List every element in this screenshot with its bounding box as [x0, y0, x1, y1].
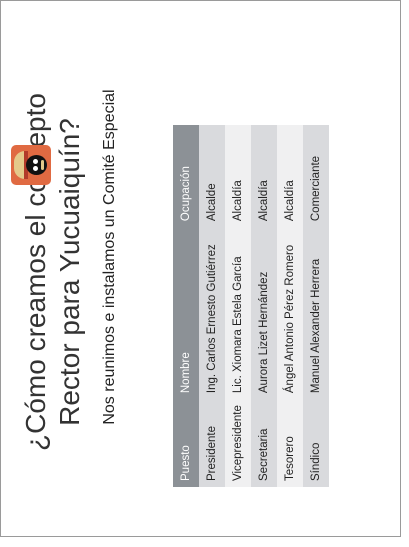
cell-ocupacion: Alcaldía [277, 125, 303, 228]
table-row: Síndico Manuel Alexander Herrera Comerci… [303, 125, 329, 487]
cell-ocupacion: Alcalde [199, 125, 225, 228]
table-header-row: Puesto Nombre Ocupación [173, 125, 199, 487]
committee-table: Puesto Nombre Ocupación Presidente Ing. … [173, 125, 329, 487]
slide-frame: ¿Cómo creamos el concepto Rector para Yu… [0, 0, 401, 537]
cell-nombre: Manuel Alexander Herrera [303, 227, 329, 400]
table-row: Tesorero Ángel Antonio Pérez Romero Alca… [277, 125, 303, 487]
cell-ocupacion: Alcaldía [251, 125, 277, 228]
cell-nombre: Ángel Antonio Pérez Romero [277, 227, 303, 400]
cell-puesto: Vicepresidente [225, 399, 251, 487]
slide-subtitle: Nos reunimos e instalamos un Comité Espe… [101, 89, 118, 425]
cell-nombre: Aurora Lizet Hernández [251, 227, 277, 400]
cell-ocupacion: Comerciante [303, 125, 329, 228]
cell-nombre: Ing. Carlos Ernesto Gutiérrez [199, 227, 225, 400]
table-row: Vicepresidente Lic. Xiomara Estela Garcí… [225, 125, 251, 487]
cell-puesto: Presidente [199, 399, 225, 487]
table-row: Secretaria Aurora Lizet Hernández Alcald… [251, 125, 277, 487]
cell-nombre: Lic. Xiomara Estela García [225, 227, 251, 400]
logo-mouth [41, 160, 44, 170]
logo-eye-left [33, 166, 38, 171]
logo-eye-right [33, 159, 38, 164]
slide-canvas: ¿Cómo creamos el concepto Rector para Yu… [1, 2, 400, 537]
pirate-face-icon [11, 145, 51, 185]
cell-puesto: Síndico [303, 399, 329, 487]
header-puesto: Puesto [173, 399, 199, 487]
header-nombre: Nombre [173, 227, 199, 400]
header-ocupacion: Ocupación [173, 125, 199, 228]
cell-puesto: Secretaria [251, 399, 277, 487]
cell-puesto: Tesorero [277, 399, 303, 487]
slide-title: ¿Cómo creamos el concepto Rector para Yu… [20, 93, 85, 451]
table-row: Presidente Ing. Carlos Ernesto Gutiérrez… [199, 125, 225, 487]
cell-ocupacion: Alcaldía [225, 125, 251, 228]
